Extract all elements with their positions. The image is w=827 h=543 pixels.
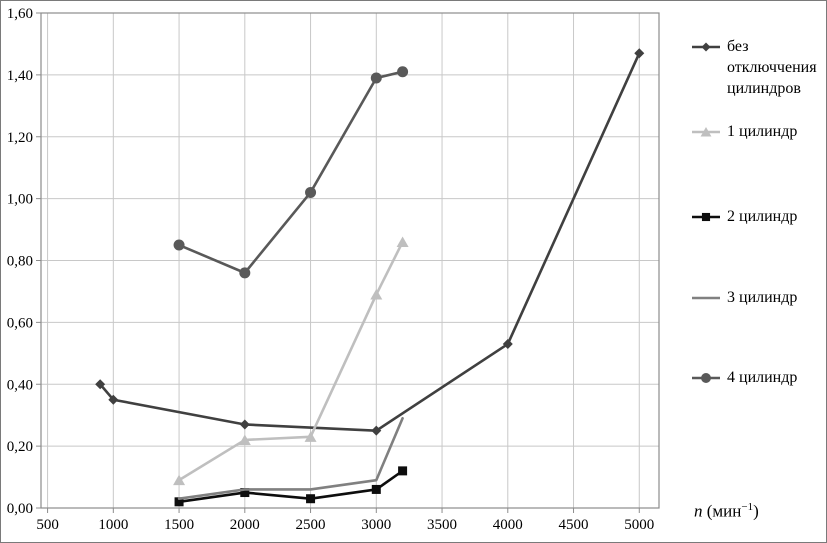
- square-marker-icon: [306, 494, 316, 504]
- y-tick-label: 0,40: [7, 377, 33, 393]
- legend-label: 3 цилиндр: [727, 289, 798, 306]
- x-tick-label: 1000: [98, 517, 128, 533]
- legend-glyph: [692, 42, 720, 52]
- legend-marker-circle-icon: [691, 371, 721, 385]
- legend: без отключчения цилиндров 1 цилиндр 2 ци…: [691, 1, 826, 542]
- legend-marker-triangle-icon: [691, 125, 721, 139]
- circle-marker-icon: [239, 267, 251, 279]
- diamond-marker-icon: [371, 425, 382, 436]
- x-tick-label: 3500: [427, 517, 457, 533]
- legend-glyph: [692, 373, 720, 383]
- x-tick-label: 2000: [230, 517, 260, 533]
- x-axis-exponent: −1: [741, 501, 754, 513]
- diamond-marker-icon: [502, 339, 513, 350]
- triangle-marker-icon: [173, 474, 186, 486]
- diamond-marker-icon: [634, 48, 645, 59]
- x-tick-label: 1500: [164, 517, 194, 533]
- legend-item-2-cylinder: 2 цилиндр: [691, 207, 825, 228]
- x-tick-label: 4500: [559, 517, 589, 533]
- legend-marker-square-icon: [691, 210, 721, 224]
- square-marker-icon: [398, 466, 408, 476]
- legend-glyph: [692, 212, 720, 222]
- y-tick-label: 1,20: [7, 130, 33, 146]
- square-marker-icon: [174, 497, 184, 507]
- triangle-marker-icon: [700, 127, 712, 137]
- triangle-marker-icon: [396, 236, 409, 247]
- circle-marker-icon: [701, 373, 711, 383]
- circle-marker-icon: [370, 72, 382, 84]
- x-tick-label: 4000: [493, 517, 523, 533]
- x-tick-label: 5000: [624, 517, 654, 533]
- y-tick-label: 1,00: [7, 192, 33, 208]
- legend-marker-line-icon: [691, 291, 721, 305]
- x-axis-variable: n: [694, 501, 703, 521]
- y-tick-label: 0,80: [7, 254, 33, 270]
- x-axis-title: n (мин−1): [694, 501, 759, 522]
- circle-marker-icon: [397, 66, 409, 78]
- triangle-marker-icon: [304, 431, 317, 442]
- legend-marker-diamond-icon: [691, 40, 721, 54]
- legend-item-no-deactivation: без отключчения цилиндров: [691, 37, 825, 99]
- diamond-marker-icon: [95, 379, 106, 390]
- diamond-marker-icon: [701, 42, 711, 52]
- y-tick-label: 0,60: [7, 315, 33, 331]
- legend-glyph: [692, 296, 720, 300]
- x-axis-unit: (мин: [702, 501, 742, 521]
- legend-label: 1 цилиндр: [727, 123, 798, 140]
- legend-item-4-cylinder: 4 цилиндр: [691, 368, 825, 389]
- series-line-3: [177, 416, 404, 501]
- chart-plot-area: 500 1000 1500 2000 2500 3000 3500 4000 4500 5000 0…: [7, 6, 660, 533]
- legend-label: без отключчения цилиндров: [727, 38, 817, 97]
- y-tick-label: 0,00: [7, 501, 33, 517]
- y-tick-label: 0,20: [7, 439, 33, 455]
- square-marker-icon: [701, 212, 711, 222]
- circle-marker-icon: [305, 186, 317, 198]
- x-tick-label: 500: [36, 517, 59, 533]
- series-line-2: [177, 469, 404, 504]
- square-marker-icon: [240, 488, 250, 498]
- legend-label: 2 цилиндр: [727, 208, 798, 225]
- y-tick-label: 1,60: [7, 6, 33, 22]
- circle-marker-icon: [173, 239, 185, 251]
- series-line-1: [177, 240, 404, 482]
- x-tick-label: 3000: [361, 517, 391, 533]
- diamond-marker-icon: [239, 419, 250, 430]
- square-marker-icon: [371, 484, 381, 494]
- x-axis-unit-close: ): [753, 501, 759, 521]
- diamond-marker-icon: [108, 394, 119, 405]
- x-tick-label: 2500: [296, 517, 326, 533]
- triangle-marker-icon: [238, 434, 251, 445]
- legend-item-1-cylinder: 1 цилиндр: [691, 122, 825, 143]
- legend-item-3-cylinder: 3 цилиндр: [691, 288, 825, 309]
- legend-glyph: [692, 127, 720, 137]
- legend-label: 4 цилиндр: [727, 369, 798, 386]
- series-line-4: [177, 70, 404, 275]
- triangle-marker-icon: [370, 289, 383, 300]
- y-tick-label: 1,40: [7, 68, 33, 84]
